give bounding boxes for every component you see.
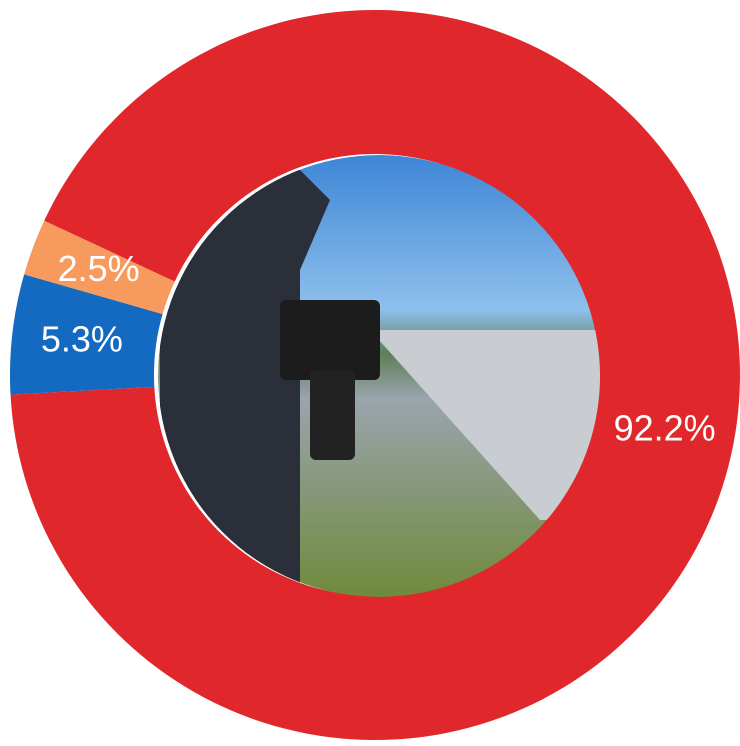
data-label: 92.2%: [614, 408, 716, 449]
data-label: 2.5%: [58, 248, 140, 289]
donut-slice: [24, 220, 175, 315]
donut-slice: [10, 274, 163, 395]
data-label: 5.3%: [41, 318, 123, 359]
center-photo: [158, 155, 600, 597]
donut-slice: [10, 10, 740, 740]
